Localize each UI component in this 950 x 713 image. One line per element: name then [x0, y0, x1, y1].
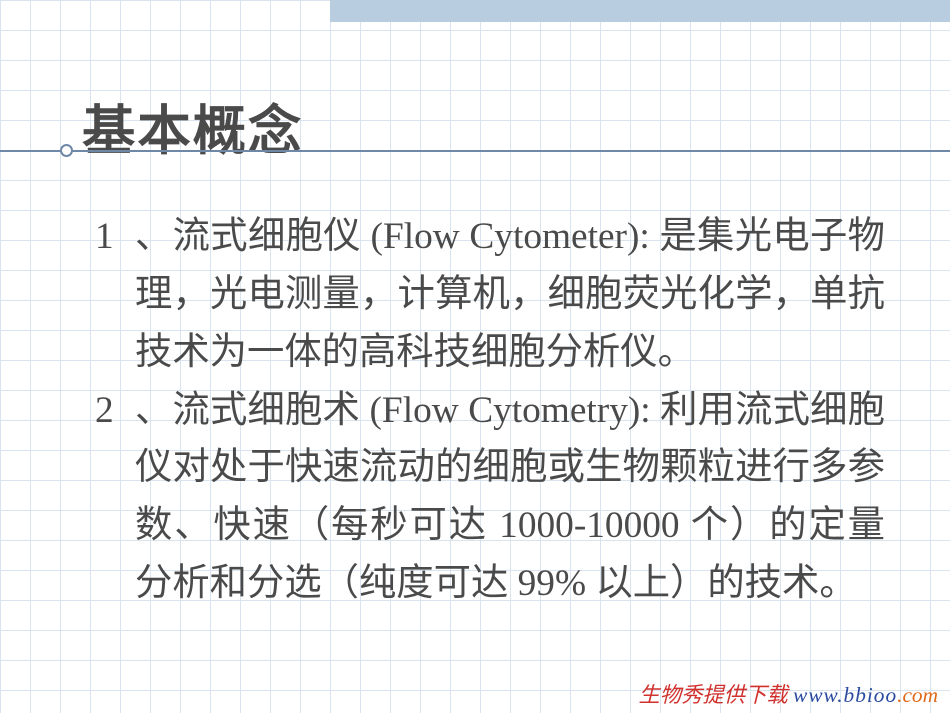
list-item: 2 、流式细胞术 (Flow Cytometry): 利用流式细胞仪对处于快速流… — [95, 382, 885, 613]
footer-url-suffix: .com — [897, 683, 938, 707]
footer-url-prefix: www. — [793, 683, 843, 707]
footer-url-mid: bbioo — [844, 683, 898, 707]
footer-credit-text: 生物秀提供下载 — [638, 683, 787, 707]
header-accent-bar — [330, 0, 950, 22]
title-underline — [0, 150, 950, 152]
list-number: 1 — [95, 208, 135, 382]
list-number: 2 — [95, 382, 135, 613]
title-bullet-icon — [60, 144, 73, 157]
slide-title: 基本概念 — [82, 88, 303, 165]
list-text: 、流式细胞仪 (Flow Cytometer): 是集光电子物理，光电测量，计算… — [135, 208, 885, 382]
list-item: 1 、流式细胞仪 (Flow Cytometer): 是集光电子物理，光电测量，… — [95, 208, 885, 382]
body-text-area: 1 、流式细胞仪 (Flow Cytometer): 是集光电子物理，光电测量，… — [95, 208, 885, 613]
footer-credit: 生物秀提供下载 www.bbioo.com — [638, 678, 938, 709]
list-text: 、流式细胞术 (Flow Cytometry): 利用流式细胞仪对处于快速流动的… — [135, 382, 885, 613]
